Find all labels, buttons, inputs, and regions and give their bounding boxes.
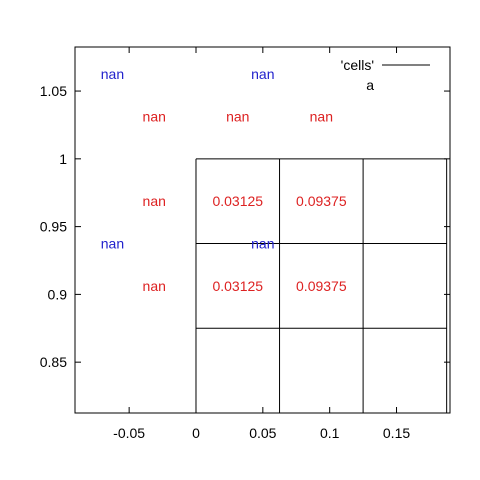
point-label: nan xyxy=(143,108,166,124)
x-tick-label: 0.15 xyxy=(383,425,410,441)
point-label: nan xyxy=(251,66,274,82)
y-tick-label: 1 xyxy=(59,151,67,167)
y-tick-label: 0.95 xyxy=(40,219,67,235)
point-label: nan xyxy=(101,66,124,82)
legend-label-cells: 'cells' xyxy=(341,57,374,73)
x-tick-label: 0.1 xyxy=(320,425,340,441)
y-tick-label: 0.85 xyxy=(40,354,67,370)
point-label: 0.09375 xyxy=(296,278,347,294)
point-labels: nan nan nan nan 0.03125 0.09375 nan 0.03125 0.09… xyxy=(101,66,347,294)
point-label: nan xyxy=(101,236,124,252)
point-label: nan xyxy=(310,108,333,124)
point-label: nan xyxy=(143,278,166,294)
point-label: 0.03125 xyxy=(212,278,263,294)
x-tick-label: 0 xyxy=(192,425,200,441)
y-tick-label: 0.9 xyxy=(48,286,68,302)
x-tick-label: 0.05 xyxy=(249,425,276,441)
legend-label-a: a xyxy=(366,77,374,93)
y-tick-label: 1.05 xyxy=(40,83,67,99)
point-label: 0.09375 xyxy=(296,193,347,209)
point-label: 0.03125 xyxy=(212,193,263,209)
x-tick-label: -0.05 xyxy=(113,425,145,441)
point-label: nan xyxy=(226,108,249,124)
legend: 'cells' a xyxy=(341,57,430,93)
plot-frame xyxy=(75,47,450,413)
point-label: nan xyxy=(143,193,166,209)
point-label: nan xyxy=(251,236,274,252)
